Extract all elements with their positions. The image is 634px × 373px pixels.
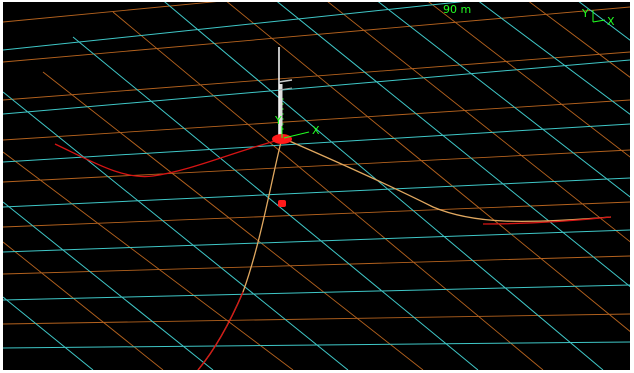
scale-label: 90 m: [443, 3, 472, 16]
origin-y-label: Y: [275, 114, 282, 127]
mooring-line-down-dark: [197, 291, 244, 370]
origin-axes-icon: [281, 126, 310, 139]
mooring-line-left: [54, 139, 280, 178]
wind-turbine-icon[interactable]: [278, 47, 293, 138]
mooring-line-down: [197, 141, 282, 370]
anchor-marker[interactable]: [278, 200, 286, 207]
mooring-lines: [54, 139, 612, 370]
seabed-grid-cyan: [3, 2, 630, 370]
mooring-line-right: [286, 139, 612, 223]
platform-marker[interactable]: [272, 134, 292, 144]
gizmo-x-label: X: [607, 15, 615, 28]
seabed-grid-orange: [3, 2, 630, 370]
mooring-line-right-dark: [482, 216, 612, 225]
gizmo-y-label: Y: [582, 7, 589, 20]
scene-canvas[interactable]: [3, 2, 630, 370]
origin-x-label: X: [312, 124, 320, 137]
axis-gizmo-icon: [592, 10, 606, 23]
3d-viewport[interactable]: 90 m Y X Y X: [3, 2, 630, 370]
